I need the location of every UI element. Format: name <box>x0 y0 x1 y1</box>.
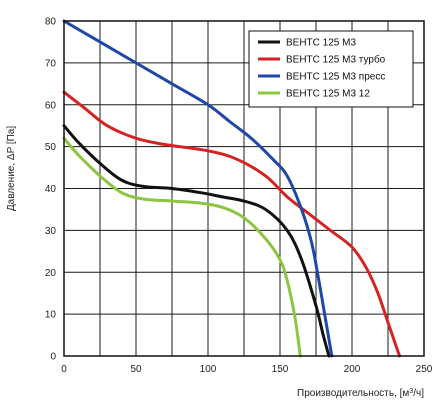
y-tick-label: 60 <box>45 100 57 111</box>
y-tick-label: 30 <box>45 226 57 237</box>
x-tick-label: 200 <box>344 364 361 375</box>
axes <box>63 20 425 357</box>
x-tick-label: 100 <box>200 364 217 375</box>
x-tick-label: 250 <box>416 364 433 375</box>
y-tick-label: 40 <box>45 184 57 195</box>
y-tick-label: 0 <box>50 352 56 363</box>
series-line-4 <box>62 136 302 358</box>
curves <box>62 19 402 358</box>
y-tick-label: 80 <box>45 17 57 28</box>
y-tick-labels: 0 10 20 30 40 50 60 70 80 <box>45 17 57 363</box>
legend-label-1: ВЕНТС 125 М3 <box>286 38 356 49</box>
y-tick-label: 20 <box>45 268 57 279</box>
x-tick-label: 0 <box>61 364 67 375</box>
x-tick-labels: 0 50 100 150 200 250 <box>61 364 433 375</box>
x-tick-label: 50 <box>130 364 142 375</box>
series-line-2 <box>62 90 402 358</box>
legend-label-4: ВЕНТС 125 М3 12 <box>286 89 370 100</box>
legend: ВЕНТС 125 М3 ВЕНТС 125 М3 турбо ВЕНТС 125 … <box>248 30 414 108</box>
legend-label-2: ВЕНТС 125 М3 турбо <box>286 54 386 66</box>
series-line-1 <box>62 124 331 358</box>
legend-label-3: ВЕНТС 125 М3 пресс <box>286 72 385 83</box>
y-tick-label: 10 <box>45 310 57 321</box>
y-tick-label: 50 <box>45 142 57 153</box>
y-tick-label: 70 <box>45 58 57 69</box>
y-axis-label: Давление, ΔP [Па] <box>6 126 17 212</box>
series-line-3 <box>62 19 334 358</box>
plot-frame <box>63 20 425 357</box>
x-axis-label: Производительность, [м3/ч] <box>297 388 424 400</box>
x-tick-label: 150 <box>272 364 289 375</box>
